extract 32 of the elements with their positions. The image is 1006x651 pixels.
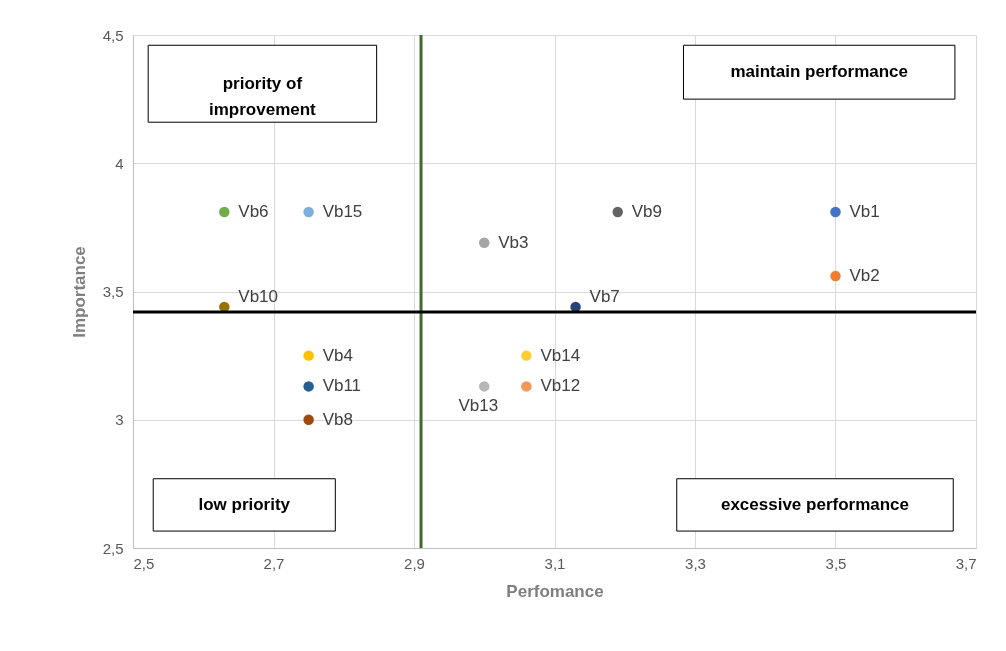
series-label: Vb10 — [238, 286, 279, 306]
x-tick-label: 2,7 — [263, 554, 285, 572]
annotation: low priority — [198, 494, 291, 514]
series-label: Vb4 — [322, 345, 353, 365]
series-label: Vb2 — [849, 266, 880, 286]
series-label: Vb8 — [322, 409, 353, 429]
annotation: maintain performance — [730, 62, 909, 82]
y-tick-label: 4 — [115, 154, 124, 172]
x-tick-label: 3,1 — [544, 554, 566, 572]
x-tick-label: 2,5 — [133, 554, 155, 572]
series-label: Vb6 — [238, 201, 269, 221]
y-tick-label: 3 — [115, 411, 124, 429]
x-axis-title: Perfomance — [506, 581, 604, 601]
series-label: Vb13 — [458, 396, 499, 416]
series-label: Vb7 — [589, 286, 620, 306]
y-tick-label: 2,5 — [102, 539, 124, 557]
y-tick-label: 3,5 — [102, 283, 124, 300]
y-axis-title: Importance — [69, 246, 89, 338]
series-label: Vb1 — [849, 201, 880, 221]
annotation: excessive performance — [720, 494, 910, 514]
x-tick-label: 3,7 — [955, 554, 977, 572]
x-tick-label: 3,3 — [685, 554, 706, 572]
x-tick-label: 2,9 — [404, 554, 425, 572]
series-label: Vb9 — [631, 201, 662, 221]
series-label: Vb12 — [540, 376, 581, 396]
series-label: Vb11 — [322, 376, 362, 396]
y-tick-label: 4,5 — [102, 26, 124, 44]
annotation: priority of improvement — [209, 73, 317, 119]
series-label: Vb3 — [498, 232, 529, 252]
series-label: Vb14 — [540, 345, 581, 365]
series-label: Vb15 — [322, 201, 363, 221]
x-tick-label: 3,5 — [825, 554, 847, 572]
